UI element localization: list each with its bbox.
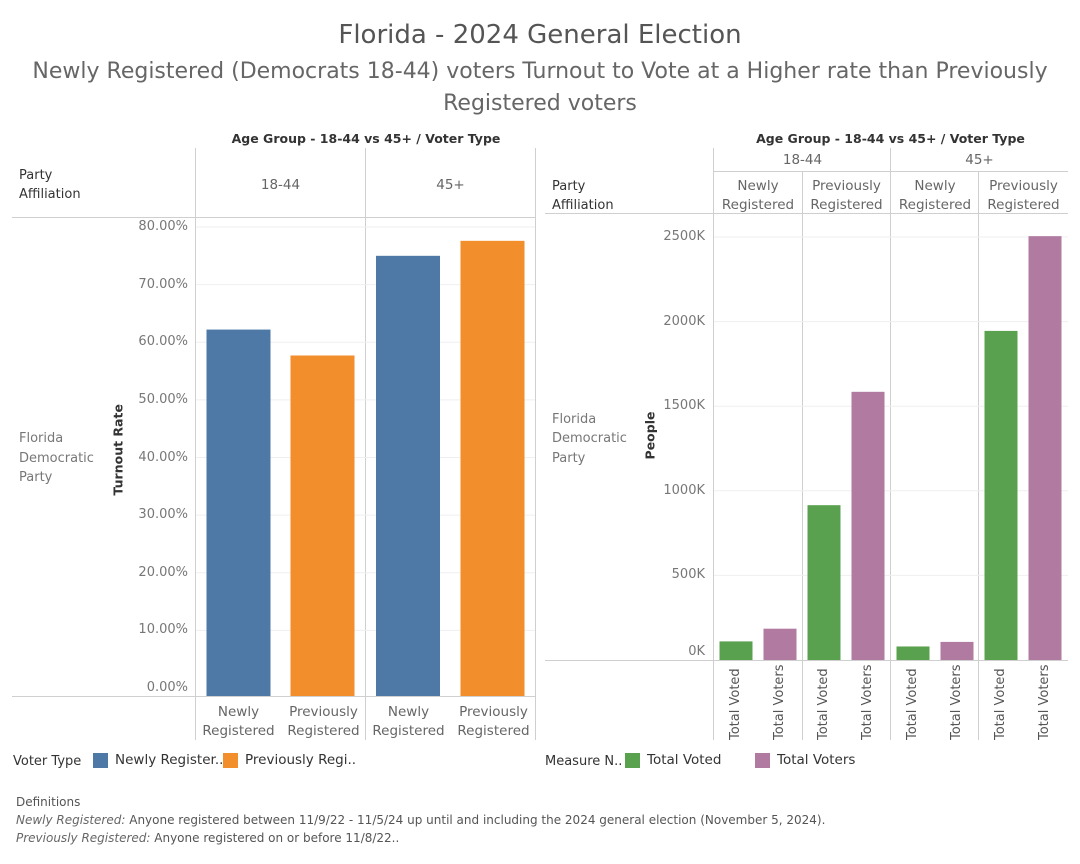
legend-right-title: Measure N..: [545, 754, 623, 769]
right-row-label-line2: Democratic: [552, 431, 627, 446]
left-bar-2[interactable]: [376, 255, 440, 696]
legend-swatch-newly: [93, 753, 108, 768]
legend-left-title: Voter Type: [13, 754, 82, 769]
legend-swatch-previously: [223, 753, 238, 768]
right-voter-type-newly-45plus: Newly Registered: [898, 178, 972, 213]
right-age-rule: [714, 171, 1068, 172]
chart-title: Florida - 2024 General Election: [338, 20, 742, 50]
right-measure-label: Total Voters: [860, 664, 875, 740]
left-y-tick: 10.00%: [138, 622, 188, 638]
left-y-tick: 40.00%: [138, 449, 188, 465]
right-row-header-line1: Party: [552, 179, 586, 194]
legend-label-total-voted[interactable]: Total Voted: [647, 752, 722, 768]
right-divider-2: [802, 172, 803, 740]
left-baseline: [12, 696, 536, 697]
left-y-tick: 30.00%: [138, 507, 188, 523]
right-y-tick: 1000K: [663, 482, 705, 498]
right-column-header: Age Group - 18-44 vs 45+ / Voter Type: [756, 131, 1025, 146]
left-bar-1[interactable]: [290, 355, 355, 696]
left-bar-0[interactable]: [206, 329, 271, 696]
left-header-rule: [12, 217, 536, 218]
left-y-tick: 60.00%: [138, 334, 188, 350]
right-row-label-line1: Florida: [552, 412, 597, 427]
left-y-tick: 20.00%: [138, 564, 188, 580]
left-xlabel-prev-18-44: Previously Registered: [287, 704, 360, 739]
definitions-title: Definitions: [16, 795, 81, 809]
right-header-rule: [545, 213, 1068, 214]
left-row-label-line1: Florida: [19, 431, 64, 446]
left-xlabel-prev-45plus: Previously Registered: [457, 704, 530, 739]
chart-subtitle: Newly Registered (Democrats 18-44) voter…: [32, 59, 1048, 116]
right-measure-label: Total Voters: [772, 664, 787, 740]
definition-newly: Newly Registered: Anyone registered betw…: [16, 813, 826, 827]
left-xlabel-newly-45plus: Newly Registered: [372, 704, 445, 739]
right-measure-label: Total Voters: [1037, 664, 1052, 740]
right-voter-type-newly-18-44: Newly Registered: [721, 178, 795, 213]
left-row-header-line1: Party: [19, 168, 53, 183]
right-divider-1: [713, 148, 714, 740]
right-y-tick: 0K: [688, 644, 705, 659]
legend-label-previously[interactable]: Previously Regi..: [245, 752, 357, 768]
right-measure-label: Total Voted: [728, 668, 743, 740]
right-voter-type-prev-18-44: Previously Registered: [810, 178, 883, 213]
right-row-header-line2: Affiliation: [552, 198, 614, 213]
left-divider-3: [535, 148, 536, 740]
right-y-tick: 1500K: [663, 398, 705, 414]
left-age-group-45plus: 45+: [436, 177, 465, 193]
legend-swatch-total-voted: [625, 753, 640, 768]
right-divider-3: [890, 148, 891, 740]
right-measure-label: Total Voted: [905, 668, 920, 740]
right-baseline: [545, 660, 1068, 661]
right-age-group-45plus: 45+: [965, 152, 994, 168]
left-row-header-line2: Affiliation: [19, 187, 81, 202]
left-y-tick: 80.00%: [138, 219, 188, 234]
right-row-label-line3: Party: [552, 451, 586, 466]
left-y-tick: 50.00%: [138, 391, 188, 407]
right-measure-label: Total Voted: [993, 668, 1008, 740]
left-column-header: Age Group - 18-44 vs 45+ / Voter Type: [231, 131, 501, 146]
left-xlabel-newly-18-44: Newly Registered: [202, 704, 275, 739]
definition-previously: Previously Registered: Anyone registered…: [16, 831, 400, 845]
left-divider-2: [365, 148, 366, 740]
right-y-tick: 500K: [671, 567, 705, 583]
left-y-tick: 70.00%: [138, 276, 188, 292]
right-y-tick: 2000K: [663, 313, 705, 329]
left-row-label-line3: Party: [19, 470, 53, 485]
right-age-group-18-44: 18-44: [782, 152, 823, 168]
right-measure-label: Total Voters: [949, 664, 964, 740]
legend-label-total-voters[interactable]: Total Voters: [777, 752, 856, 768]
left-y-tick: 0.00%: [146, 680, 188, 695]
left-row-label-line2: Democratic: [19, 451, 94, 466]
right-divider-4: [978, 172, 979, 740]
right-y-tick: 2500K: [663, 229, 705, 244]
right-voter-type-prev-45plus: Previously Registered: [987, 178, 1060, 213]
left-age-group-18-44: 18-44: [260, 177, 301, 193]
right-measure-label: Total Voted: [816, 668, 831, 740]
legend-swatch-total-voters: [755, 753, 770, 768]
left-bar-3[interactable]: [460, 240, 525, 696]
left-divider-1: [195, 148, 196, 740]
legend-label-newly[interactable]: Newly Register..: [115, 752, 224, 768]
